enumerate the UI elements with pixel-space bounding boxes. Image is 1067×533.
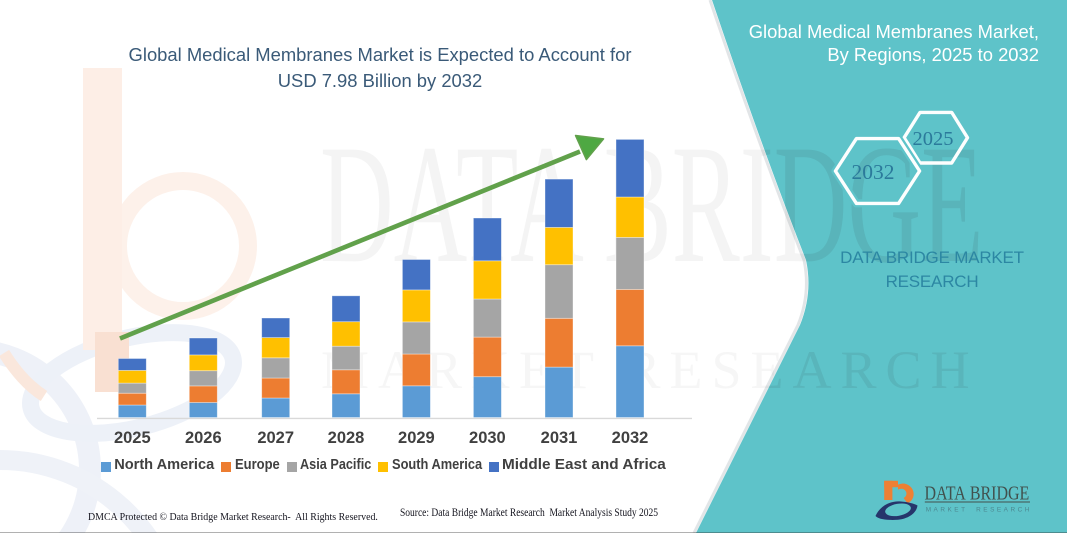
svg-text:MARKET RESEARCH: MARKET RESEARCH xyxy=(926,507,1030,514)
svg-text:DATA BRIDGE: DATA BRIDGE xyxy=(925,482,1030,504)
